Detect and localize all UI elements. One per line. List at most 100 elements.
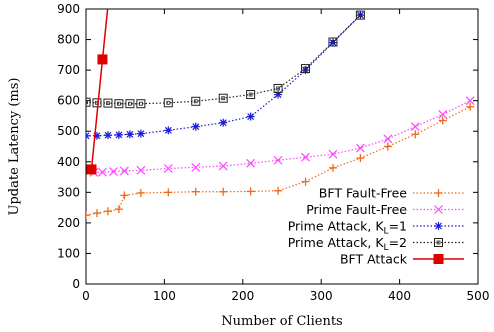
series-line (90, 9, 109, 170)
data-point (191, 187, 200, 196)
data-point (163, 98, 173, 108)
data-point (114, 99, 124, 109)
plot-frame (85, 8, 479, 285)
legend-item: Prime Fault-Free (306, 202, 464, 217)
data-point (466, 102, 475, 111)
data-point (191, 96, 201, 106)
x-tick-label: 400 (388, 289, 411, 303)
legend-swatch-marker (434, 189, 443, 197)
data-point (246, 112, 255, 121)
data-point (164, 126, 173, 135)
data-point (246, 90, 256, 100)
data-point (301, 64, 311, 74)
data-point (328, 38, 337, 47)
data-point (136, 188, 145, 197)
data-point (219, 118, 228, 127)
data-point (92, 209, 101, 218)
data-point (438, 109, 448, 119)
legend-swatch-marker (434, 205, 443, 214)
x-tick-label: 0 (82, 289, 90, 303)
x-tick-label: 200 (231, 289, 254, 303)
y-tick-label: 500 (57, 124, 80, 138)
legend-label: BFT Attack (340, 252, 408, 267)
legend-swatch-marker (434, 238, 443, 247)
data-point (136, 129, 145, 138)
data-point (114, 130, 123, 139)
data-point (120, 191, 129, 200)
legend-label: BFT Fault-Free (319, 186, 407, 201)
data-point (328, 163, 337, 172)
y-tick-label: 600 (57, 94, 80, 108)
data-point (103, 98, 113, 108)
data-point (328, 149, 338, 159)
data-point (103, 207, 112, 216)
series-4 (86, 9, 109, 175)
data-point (163, 164, 173, 173)
data-point (86, 97, 91, 107)
x-tick-label: 300 (310, 289, 333, 303)
data-point (301, 152, 310, 162)
data-point (328, 37, 338, 47)
legend-swatch-marker (433, 254, 444, 264)
y-tick-label: 800 (57, 33, 80, 47)
y-tick-label: 400 (57, 155, 80, 169)
data-point (86, 131, 90, 140)
data-point (218, 93, 228, 103)
legend-label: Prime Fault-Free (306, 202, 407, 217)
data-point (114, 205, 123, 214)
legend-item: BFT Attack (340, 252, 464, 267)
y-tick-label: 100 (57, 246, 80, 260)
data-point (383, 134, 393, 144)
x-tick-label: 500 (467, 289, 490, 303)
legend-item: Prime Attack, KL=1 (288, 219, 464, 237)
x-axis-title: Number of Clients (221, 314, 342, 329)
data-point (383, 142, 392, 151)
data-point (356, 11, 365, 20)
series-line (86, 14, 361, 105)
data-point (164, 188, 173, 197)
data-point (246, 158, 256, 168)
series-0 (86, 102, 475, 220)
data-point (86, 211, 90, 220)
data-point (273, 83, 283, 93)
data-point (86, 164, 97, 175)
series-line (86, 14, 361, 137)
data-point (246, 187, 255, 196)
legend-label: Prime Attack, KL=1 (288, 219, 407, 237)
data-point (355, 10, 365, 20)
data-point (125, 130, 134, 139)
data-point (136, 99, 146, 109)
y-tick-label: 300 (57, 185, 80, 199)
series-1 (89, 96, 475, 177)
data-point (119, 166, 129, 176)
data-point (98, 167, 107, 177)
y-axis-title: Update Latency (ms) (7, 78, 22, 216)
legend-item: BFT Fault-Free (319, 186, 464, 201)
data-point (191, 122, 200, 131)
data-point (273, 155, 283, 165)
series-line (93, 100, 471, 174)
legend-item: Prime Attack, KL=2 (288, 235, 464, 253)
data-point (125, 99, 135, 109)
data-point (438, 116, 447, 125)
y-tick-label: 700 (57, 63, 80, 77)
data-point (191, 162, 201, 172)
data-point (97, 54, 108, 65)
data-point (410, 122, 420, 132)
series-2 (86, 11, 365, 140)
data-point (355, 143, 365, 153)
x-tick-label: 100 (153, 289, 176, 303)
data-point (219, 187, 228, 196)
data-point (356, 154, 365, 163)
data-point (136, 165, 146, 175)
data-point (218, 161, 228, 171)
legend-swatch-marker (434, 222, 443, 230)
y-tick-label: 0 (72, 277, 80, 291)
data-point (103, 131, 112, 140)
data-point (274, 90, 283, 99)
data-point (109, 167, 118, 176)
y-tick-label: 200 (57, 216, 80, 230)
data-point (301, 177, 310, 186)
